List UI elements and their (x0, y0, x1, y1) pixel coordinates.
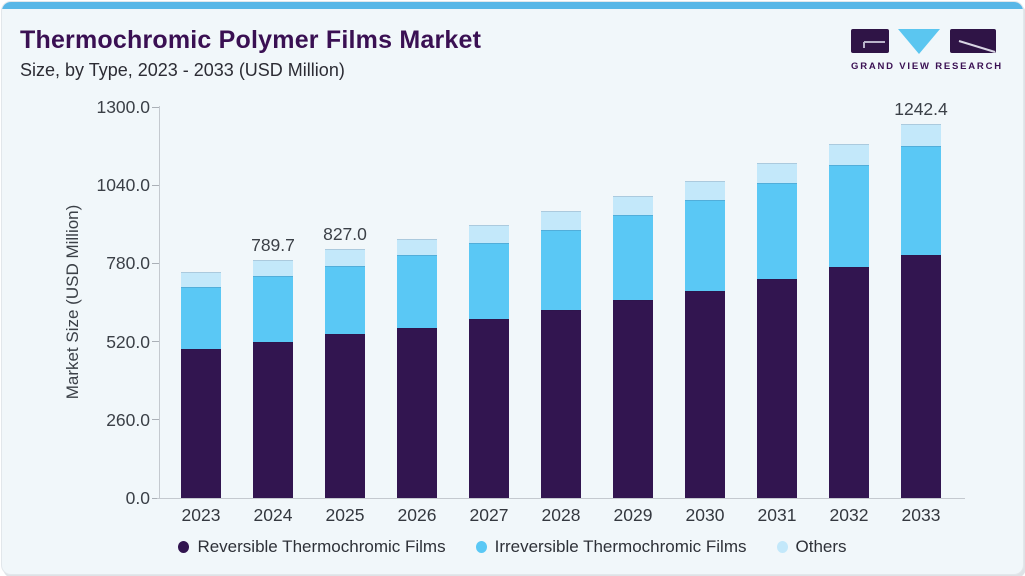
bar-2030-reversible-thermochromic-films (685, 290, 725, 498)
y-tick-label: 260.0 (106, 409, 150, 430)
y-tick-mark (152, 419, 159, 421)
y-tick-mark (152, 184, 159, 186)
brand-logo-text: GRAND VIEW RESEARCH (851, 61, 1003, 72)
bar-2026-reversible-thermochromic-films (397, 327, 437, 498)
bar-2031-irreversible-thermochromic-films (757, 183, 797, 279)
legend-item-reversible-thermochromic-films: Reversible Thermochromic Films (178, 537, 446, 557)
bar-total-label-2025: 827.0 (323, 224, 367, 245)
legend-label: Irreversible Thermochromic Films (494, 537, 747, 556)
bar-2025-irreversible-thermochromic-films (325, 265, 365, 335)
bar-2033-irreversible-thermochromic-films (901, 146, 941, 255)
y-tick-label: 1300.0 (96, 97, 150, 117)
bar-2027-irreversible-thermochromic-films (469, 243, 509, 319)
bar-2030-others (685, 180, 725, 200)
bar-2024-others (253, 260, 293, 277)
bar-2026-others (397, 238, 437, 256)
bar-2031-reversible-thermochromic-films (757, 278, 797, 498)
x-axis-label-2027: 2027 (469, 505, 509, 525)
y-axis-line (159, 106, 160, 499)
x-axis-label-2028: 2028 (541, 505, 581, 525)
y-tick-label: 1040.0 (96, 175, 150, 196)
bar-2029-reversible-thermochromic-films (613, 300, 653, 498)
y-tick-mark (152, 341, 159, 343)
bar-2032-irreversible-thermochromic-films (829, 165, 869, 267)
bar-2028-others (541, 211, 581, 230)
x-axis-label-2032: 2032 (829, 505, 869, 525)
legend-label: Reversible Thermochromic Films (197, 537, 446, 556)
bar-2032-others (829, 144, 869, 166)
bar-2027-others (469, 225, 509, 244)
x-axis-label-2023: 2023 (181, 505, 221, 525)
bar-2024-reversible-thermochromic-films (253, 341, 293, 498)
bar-2024-irreversible-thermochromic-films (253, 276, 293, 342)
x-axis-line (157, 498, 965, 499)
bar-2030-irreversible-thermochromic-films (685, 199, 725, 291)
legend-swatch-icon (178, 541, 190, 553)
y-tick-label: 520.0 (106, 331, 150, 352)
x-axis-label-2029: 2029 (613, 505, 653, 525)
x-axis-label-2026: 2026 (397, 505, 437, 525)
bar-total-label-2033: 1242.4 (894, 99, 948, 120)
brand-logo: GRAND VIEW RESEARCH (851, 29, 1003, 72)
y-tick-mark (152, 497, 159, 499)
x-axis-label-2024: 2024 (253, 505, 293, 525)
brand-logo-icon (851, 29, 996, 54)
y-tick-label: 0.0 (125, 488, 150, 508)
y-tick-mark (152, 262, 159, 264)
bar-2029-others (613, 196, 653, 216)
bar-2023-irreversible-thermochromic-films (181, 287, 221, 350)
bar-2025-reversible-thermochromic-films (325, 334, 365, 498)
x-axis-label-2025: 2025 (325, 505, 365, 525)
x-axis-label-2030: 2030 (685, 505, 725, 525)
x-axis-label-2033: 2033 (901, 505, 941, 525)
legend-swatch-icon (776, 541, 788, 553)
bar-2028-reversible-thermochromic-films (541, 309, 581, 498)
bar-2029-irreversible-thermochromic-films (613, 215, 653, 301)
x-axis-label-2031: 2031 (757, 505, 797, 525)
y-axis-title: Market Size (USD Million) (63, 204, 82, 400)
legend-item-others: Others (776, 537, 847, 557)
y-tick-label: 780.0 (106, 253, 150, 274)
bar-2028-irreversible-thermochromic-films (541, 230, 581, 310)
legend-swatch-icon (475, 541, 487, 553)
y-tick-mark (152, 106, 159, 108)
page-title: Thermochromic Polymer Films Market (20, 26, 482, 54)
bar-2026-irreversible-thermochromic-films (397, 255, 437, 328)
legend-label: Others (795, 537, 847, 556)
bar-2032-reversible-thermochromic-films (829, 267, 869, 498)
bar-2033-others (901, 124, 941, 147)
bar-total-label-2024: 789.7 (251, 235, 295, 256)
bar-2025-others (325, 249, 365, 266)
page-subtitle: Size, by Type, 2023 - 2033 (USD Million) (20, 60, 345, 80)
bar-2031-others (757, 163, 797, 183)
bar-2023-others (181, 272, 221, 288)
chart-legend: Reversible Thermochromic Films Irreversib… (2, 537, 1023, 557)
legend-item-irreversible-thermochromic-films: Irreversible Thermochromic Films (475, 537, 747, 557)
card-top-accent (2, 2, 1023, 9)
bar-2027-reversible-thermochromic-films (469, 318, 509, 498)
bar-2023-reversible-thermochromic-films (181, 349, 221, 498)
bar-2033-reversible-thermochromic-films (901, 254, 941, 498)
